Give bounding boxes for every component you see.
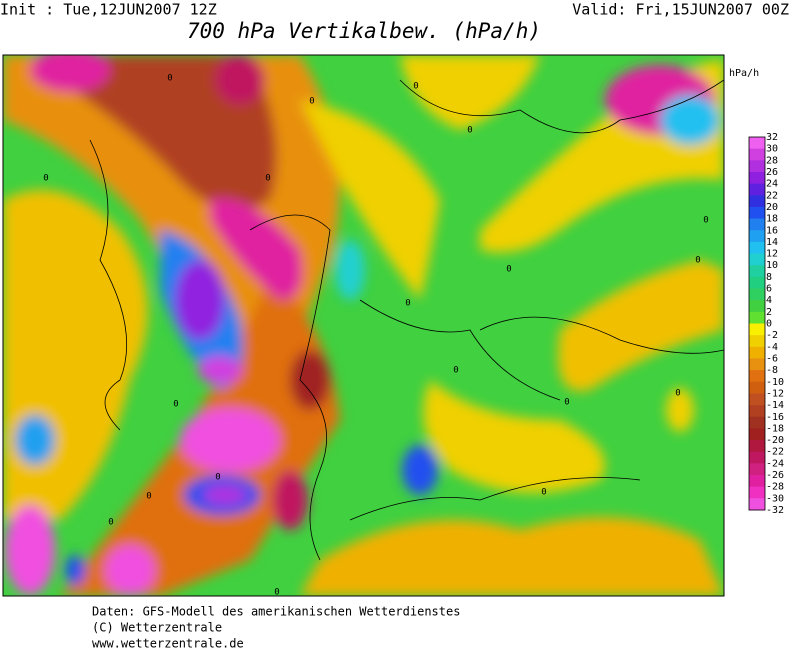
valid-time: Valid: Fri,15JUN2007 00Z: [572, 1, 789, 19]
colorbar-label: 20: [766, 202, 778, 213]
map-title: 700 hPa Vertikalbew. (hPa/h): [187, 19, 541, 43]
contour-label: 0: [146, 492, 151, 502]
colorbar-band: [749, 451, 765, 464]
colorbar-label: 26: [766, 167, 778, 178]
colorbar-band: [749, 253, 765, 266]
map-frame: [2, 54, 725, 597]
colorbar-band: [749, 206, 765, 220]
colorbar-label: -4: [766, 342, 778, 353]
colorbar-label: 28: [766, 155, 778, 166]
colorbar-band: [749, 498, 765, 511]
colorbar-label: -18: [766, 423, 784, 434]
colorbar-band: [749, 393, 765, 406]
colorbar-label: -2: [766, 330, 778, 341]
contour-label: 0: [309, 97, 314, 107]
colorbar-label: -32: [766, 505, 784, 516]
colorbar-label: 0: [766, 319, 772, 330]
contour-label: 0: [413, 82, 418, 92]
contour-label: 0: [467, 126, 472, 136]
colorbar-band: [749, 300, 765, 313]
colorbar-band: [749, 230, 765, 243]
contour-label: 0: [265, 174, 270, 184]
colorbar-label: 30: [766, 144, 778, 155]
contour-label: 0: [43, 174, 48, 184]
colorbar-label: -6: [766, 353, 778, 364]
map-field: [3, 55, 724, 596]
colorbar-label: -26: [766, 470, 784, 481]
contour-label: 0: [703, 216, 708, 226]
colorbar-band: [749, 346, 765, 359]
colorbar-band: [749, 358, 765, 371]
contour-labels: 0 0 0 0 0 0 0 0 0 0 0 0 0 0 0 0 0 0 0: [43, 74, 708, 598]
colorbar-band: [749, 428, 765, 441]
colorbar-band: [749, 171, 765, 185]
legend-unit: hPa/h: [729, 68, 759, 79]
contour-label: 0: [675, 389, 680, 399]
colorbar-label: -30: [766, 493, 784, 504]
colorbar-label: 24: [766, 179, 778, 190]
colorbar-band: [749, 218, 765, 231]
colorbar-label: 8: [766, 272, 772, 283]
colorbar-band: [749, 416, 765, 429]
colorbar-label: 4: [766, 295, 772, 306]
colorbar-band: [749, 241, 765, 255]
colorbar-label: -24: [766, 458, 784, 469]
colorbar-band: [749, 370, 765, 383]
contour-label: 0: [167, 74, 172, 84]
contour-label: 0: [274, 588, 279, 598]
colorbar-band: [749, 148, 765, 161]
colorbar-band: [749, 323, 765, 336]
colorbar-label: -10: [766, 377, 784, 388]
contour-label: 0: [564, 398, 569, 408]
colorbar-label: 32: [766, 132, 778, 143]
colorbar-label: -20: [766, 435, 784, 446]
contour-label: 0: [506, 265, 511, 275]
colorbar-band: [749, 381, 765, 394]
colorbar-label: -16: [766, 412, 784, 423]
colorbar-band: [749, 137, 765, 150]
contour-label: 0: [108, 518, 113, 528]
contour-label: 0: [173, 400, 178, 410]
colorbar-label: 16: [766, 225, 778, 236]
colorbar-band: [749, 335, 765, 348]
colorbar-band: [749, 265, 765, 278]
colorbar-label: 10: [766, 260, 778, 271]
colorbar-band: [749, 288, 765, 301]
colorbar-label: 22: [766, 190, 778, 201]
colorbar-band: [749, 183, 765, 196]
contour-label: 0: [453, 366, 458, 376]
colorbar-frame: [748, 136, 766, 511]
colorbar-band: [749, 440, 765, 453]
colorbar-label: -14: [766, 400, 784, 411]
contour-label: 0: [541, 488, 546, 498]
colorbar-label: -12: [766, 388, 784, 399]
colorbar-band: [749, 195, 765, 208]
colorbar: 32302826242220181614121086420-2-4-6-8-10…: [748, 132, 784, 516]
colorbar-label: 2: [766, 307, 772, 318]
colorbar-label: -22: [766, 447, 784, 458]
colorbar-label: 12: [766, 249, 778, 260]
footer-line: (C) Wetterzentrale: [92, 621, 222, 635]
colorbar-band: [749, 463, 765, 476]
colorbar-band: [749, 405, 765, 418]
init-time: Init : Tue,12JUN2007 12Z: [0, 1, 217, 19]
footer-line: www.wetterzentrale.de: [92, 637, 244, 649]
borders: [89, 79, 724, 561]
colorbar-band: [749, 276, 765, 290]
colorbar-band: [749, 311, 765, 324]
colorbar-band: [749, 475, 765, 488]
contour-label: 0: [215, 473, 220, 483]
colorbar-label: -28: [766, 482, 784, 493]
contour-label: 0: [695, 256, 700, 266]
colorbar-label: 18: [766, 214, 778, 225]
colorbar-band: [749, 160, 765, 173]
colorbar-label: 14: [766, 237, 778, 248]
footer-line: Daten: GFS-Modell des amerikanischen Wet…: [92, 605, 460, 619]
colorbar-label: 6: [766, 284, 772, 295]
colorbar-band: [749, 486, 765, 499]
colorbar-label: -8: [766, 365, 778, 376]
contour-label: 0: [405, 299, 410, 309]
